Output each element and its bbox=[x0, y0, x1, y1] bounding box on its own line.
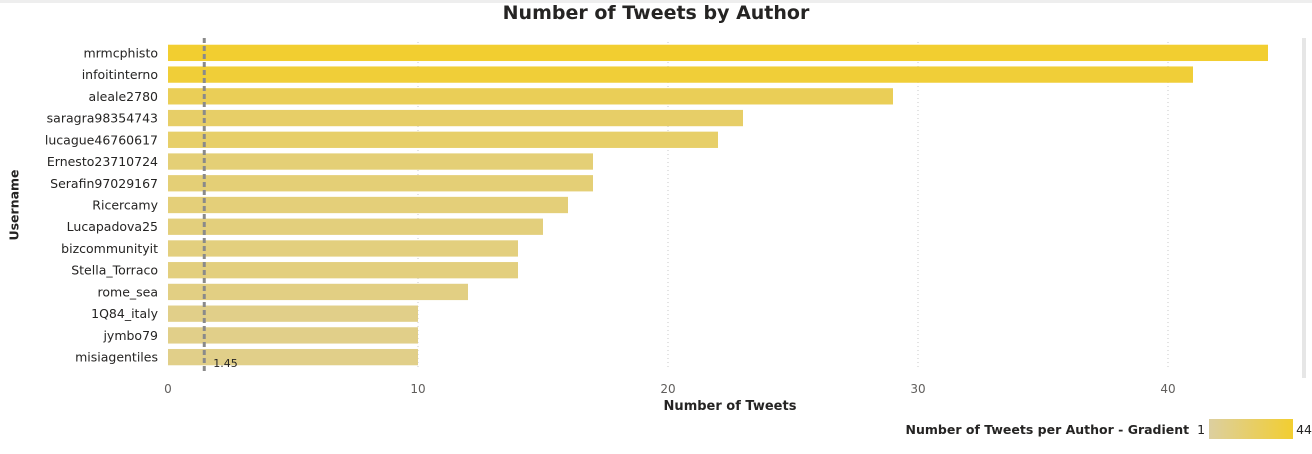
x-axis-title: Number of Tweets bbox=[663, 399, 797, 414]
bar[interactable] bbox=[168, 240, 518, 257]
bar[interactable] bbox=[168, 348, 418, 366]
bar[interactable] bbox=[168, 327, 418, 344]
bar[interactable] bbox=[168, 109, 743, 127]
legend-min-label: 1 bbox=[1197, 421, 1206, 437]
legend-title: Number of Tweets per Author - Gradient bbox=[905, 421, 1190, 437]
category-label: mrmcphisto bbox=[83, 45, 158, 60]
category-label: aleale2780 bbox=[89, 89, 159, 104]
category-label: Stella_Torraco bbox=[71, 263, 158, 278]
legend-max-label: 44 bbox=[1296, 421, 1312, 437]
bar[interactable] bbox=[168, 283, 468, 301]
category-label: Serafin97029167 bbox=[50, 176, 158, 191]
x-tick-label: 0 bbox=[164, 382, 172, 396]
legend-gradient-bar bbox=[1209, 419, 1294, 439]
bar[interactable] bbox=[168, 88, 893, 105]
bar[interactable] bbox=[168, 262, 518, 279]
x-tick-label: 30 bbox=[910, 382, 925, 396]
category-label: saragra98354743 bbox=[47, 111, 158, 126]
bar[interactable] bbox=[168, 131, 718, 148]
bar[interactable] bbox=[168, 305, 418, 322]
bar[interactable] bbox=[168, 66, 1193, 83]
category-label: Ernesto23710724 bbox=[47, 154, 158, 169]
category-labels: mrmcphisto infoitinterno aleale2780 saragra… bbox=[45, 45, 159, 364]
x-tick-label: 20 bbox=[660, 382, 675, 396]
reference-line-label: 1.45 bbox=[213, 357, 238, 370]
category-label: rome_sea bbox=[98, 284, 159, 299]
x-tick-label: 10 bbox=[410, 382, 425, 396]
bar[interactable] bbox=[168, 175, 593, 192]
vertical-scrollbar[interactable] bbox=[1302, 38, 1306, 378]
bars bbox=[168, 44, 1268, 366]
category-label: misiagentiles bbox=[75, 350, 158, 365]
category-label: jymbo79 bbox=[102, 328, 158, 343]
top-border bbox=[0, 0, 1312, 3]
bar[interactable] bbox=[168, 44, 1268, 62]
reference-line-group: 1.45 bbox=[202, 38, 238, 372]
category-label: bizcommunityit bbox=[61, 241, 158, 256]
category-label: Ricercamy bbox=[92, 198, 158, 213]
x-tick-label: 40 bbox=[1160, 382, 1175, 396]
x-tick-labels: 0 10 20 30 40 bbox=[164, 382, 1175, 396]
chart-title: Number of Tweets by Author bbox=[502, 2, 810, 24]
bar[interactable] bbox=[168, 153, 593, 170]
bar[interactable] bbox=[168, 196, 568, 214]
category-label: 1Q84_italy bbox=[91, 306, 158, 321]
color-legend: Number of Tweets per Author - Gradient 1… bbox=[906, 417, 1312, 441]
category-label: Lucapadova25 bbox=[67, 219, 158, 234]
category-label: lucague46760617 bbox=[45, 132, 158, 147]
category-label: infoitinterno bbox=[82, 67, 158, 82]
bar[interactable] bbox=[168, 218, 543, 235]
